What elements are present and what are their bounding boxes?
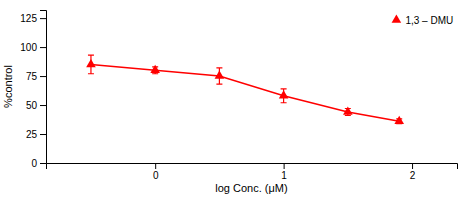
y-axis-title: %control [2, 65, 14, 108]
plot: 0 1 2 0 25 50 75 100 125 1,3 – DMU [20, 11, 457, 182]
tick-label: 0 [31, 158, 37, 169]
tick: 0 [31, 158, 46, 169]
tick-mark [40, 76, 46, 77]
point [150, 65, 160, 73]
tick-mark [40, 163, 46, 164]
tick-mark [155, 163, 156, 169]
tick-mark [40, 47, 46, 48]
point [279, 90, 289, 98]
x-axis: 0 1 2 [47, 163, 458, 181]
tick-label: 50 [26, 100, 38, 111]
tick-label: 2 [410, 170, 416, 181]
tick-label: 1 [281, 170, 287, 181]
tick-label: 100 [20, 42, 37, 53]
tick: 0 [153, 163, 159, 181]
tick: 50 [26, 100, 46, 111]
point [343, 106, 353, 114]
tick: 1 [281, 163, 287, 181]
legend: 1,3 – DMU [392, 14, 454, 25]
marks [86, 55, 404, 124]
tick: 125 [20, 13, 46, 24]
tick-label: 0 [153, 170, 159, 181]
tick-mark [40, 105, 46, 106]
tick-label: 25 [26, 129, 38, 140]
axis-line [47, 164, 458, 170]
tick-mark [40, 18, 46, 19]
point [215, 71, 225, 79]
tick-mark [284, 163, 285, 169]
tick-label: 75 [26, 71, 38, 82]
x-axis-title: log Conc. (μM) [215, 182, 287, 194]
tick: 25 [26, 129, 46, 140]
tick: 2 [410, 163, 416, 181]
legend-marker [392, 14, 402, 22]
tick-label: 125 [20, 13, 37, 24]
legend-label: 1,3 – DMU [405, 15, 453, 26]
tick-mark [412, 163, 413, 169]
legend-item: 1,3 – DMU [392, 14, 454, 25]
point [86, 59, 96, 67]
y-axis: 0 25 50 75 100 125 [20, 11, 46, 169]
axis-line [40, 11, 47, 164]
point [394, 116, 404, 124]
tick-mark [40, 134, 46, 135]
tick: 100 [20, 42, 46, 53]
line [91, 64, 399, 121]
chart: 0 1 2 0 25 50 75 100 125 1,3 – DMU log Conc. (μM)%… [0, 0, 469, 197]
tick: 75 [26, 71, 46, 82]
